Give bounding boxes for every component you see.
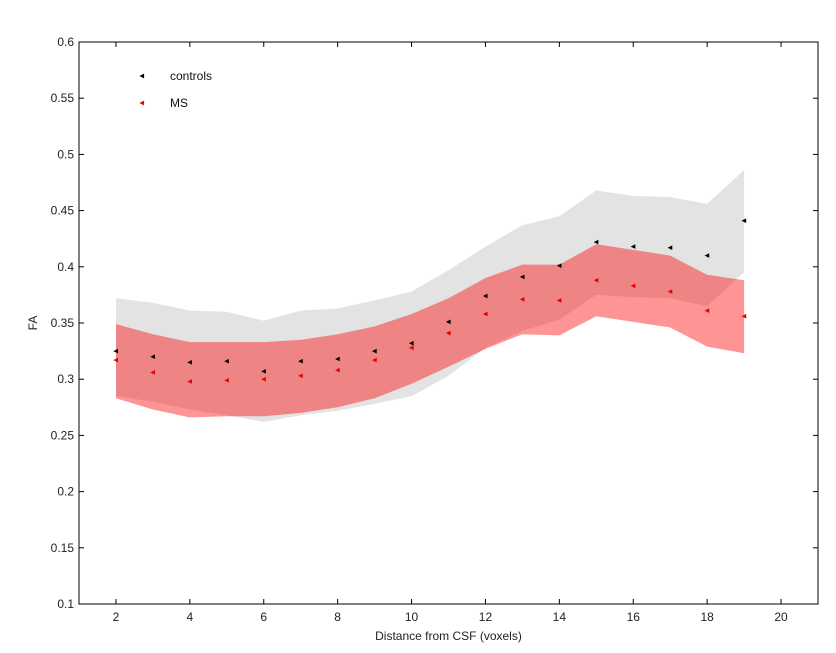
point-ms [630, 283, 636, 289]
point-ms [372, 357, 377, 363]
y-tick-label: 0.2 [57, 485, 74, 499]
point-controls [187, 360, 192, 365]
x-tick-label: 20 [774, 610, 788, 624]
data-points [113, 218, 747, 384]
band-controls [116, 170, 745, 422]
point-ms [667, 289, 673, 294]
y-tick-label: 0.35 [51, 316, 75, 330]
legend: controls MS [139, 69, 212, 110]
point-controls [298, 358, 303, 364]
legend-label-ms: MS [170, 96, 188, 110]
band-ms [116, 244, 745, 418]
point-controls [667, 245, 673, 251]
point-ms [519, 297, 525, 302]
x-tick-label: 4 [187, 610, 194, 624]
tick-labels: 2 4 6 8 10 12 14 16 18 20 0.1 0.15 0.2 0.25 0.3 0.35 0.4… [51, 35, 788, 624]
point-controls [445, 319, 451, 325]
point-controls [150, 354, 155, 360]
point-ms [113, 357, 119, 363]
x-tick-label: 6 [260, 610, 267, 624]
point-controls [593, 239, 599, 245]
y-tick-label: 0.6 [57, 35, 74, 49]
point-ms [261, 376, 266, 382]
point-ms [704, 308, 710, 313]
point-controls [261, 368, 266, 374]
point-ms [150, 370, 155, 375]
point-ms [187, 379, 192, 384]
point-controls [482, 293, 488, 299]
point-ms [556, 298, 562, 303]
point-controls [335, 356, 340, 362]
x-tick-label: 12 [479, 610, 493, 624]
point-ms [445, 330, 451, 336]
x-tick-label: 14 [553, 610, 567, 624]
point-controls [408, 340, 414, 346]
x-tick-label: 16 [627, 610, 641, 624]
y-axis-label: FA [26, 316, 40, 331]
point-ms [335, 367, 340, 373]
y-tick-label: 0.5 [57, 147, 74, 161]
x-tick-label: 10 [405, 610, 419, 624]
point-controls [630, 244, 636, 249]
legend-label-controls: controls [170, 69, 212, 83]
x-tick-label: 18 [700, 610, 714, 624]
point-controls [113, 348, 119, 354]
legend-marker-ms [139, 100, 145, 106]
y-tick-label: 0.1 [57, 597, 74, 611]
point-ms [408, 345, 414, 351]
y-tick-label: 0.3 [57, 372, 74, 386]
point-ms [593, 277, 599, 283]
x-tick-label: 2 [113, 610, 120, 624]
confidence-bands [116, 170, 745, 422]
point-controls [224, 358, 229, 364]
point-ms [741, 313, 747, 319]
plot-axes-box [78, 41, 819, 605]
point-controls [556, 263, 562, 269]
legend-marker-controls [139, 73, 145, 79]
x-tick-label: 8 [334, 610, 341, 624]
point-ms [298, 373, 303, 379]
y-tick-label: 0.15 [51, 541, 75, 555]
point-controls [704, 253, 710, 258]
x-axis-label: Distance from CSF (voxels) [375, 629, 522, 643]
point-controls [372, 348, 377, 354]
y-tick-label: 0.4 [57, 260, 74, 274]
y-tick-label: 0.25 [51, 428, 75, 442]
point-ms [224, 377, 229, 383]
point-controls [741, 218, 747, 224]
point-ms [482, 311, 488, 317]
y-tick-label: 0.45 [51, 204, 75, 218]
y-tick-label: 0.55 [51, 91, 75, 105]
point-controls [519, 274, 525, 280]
